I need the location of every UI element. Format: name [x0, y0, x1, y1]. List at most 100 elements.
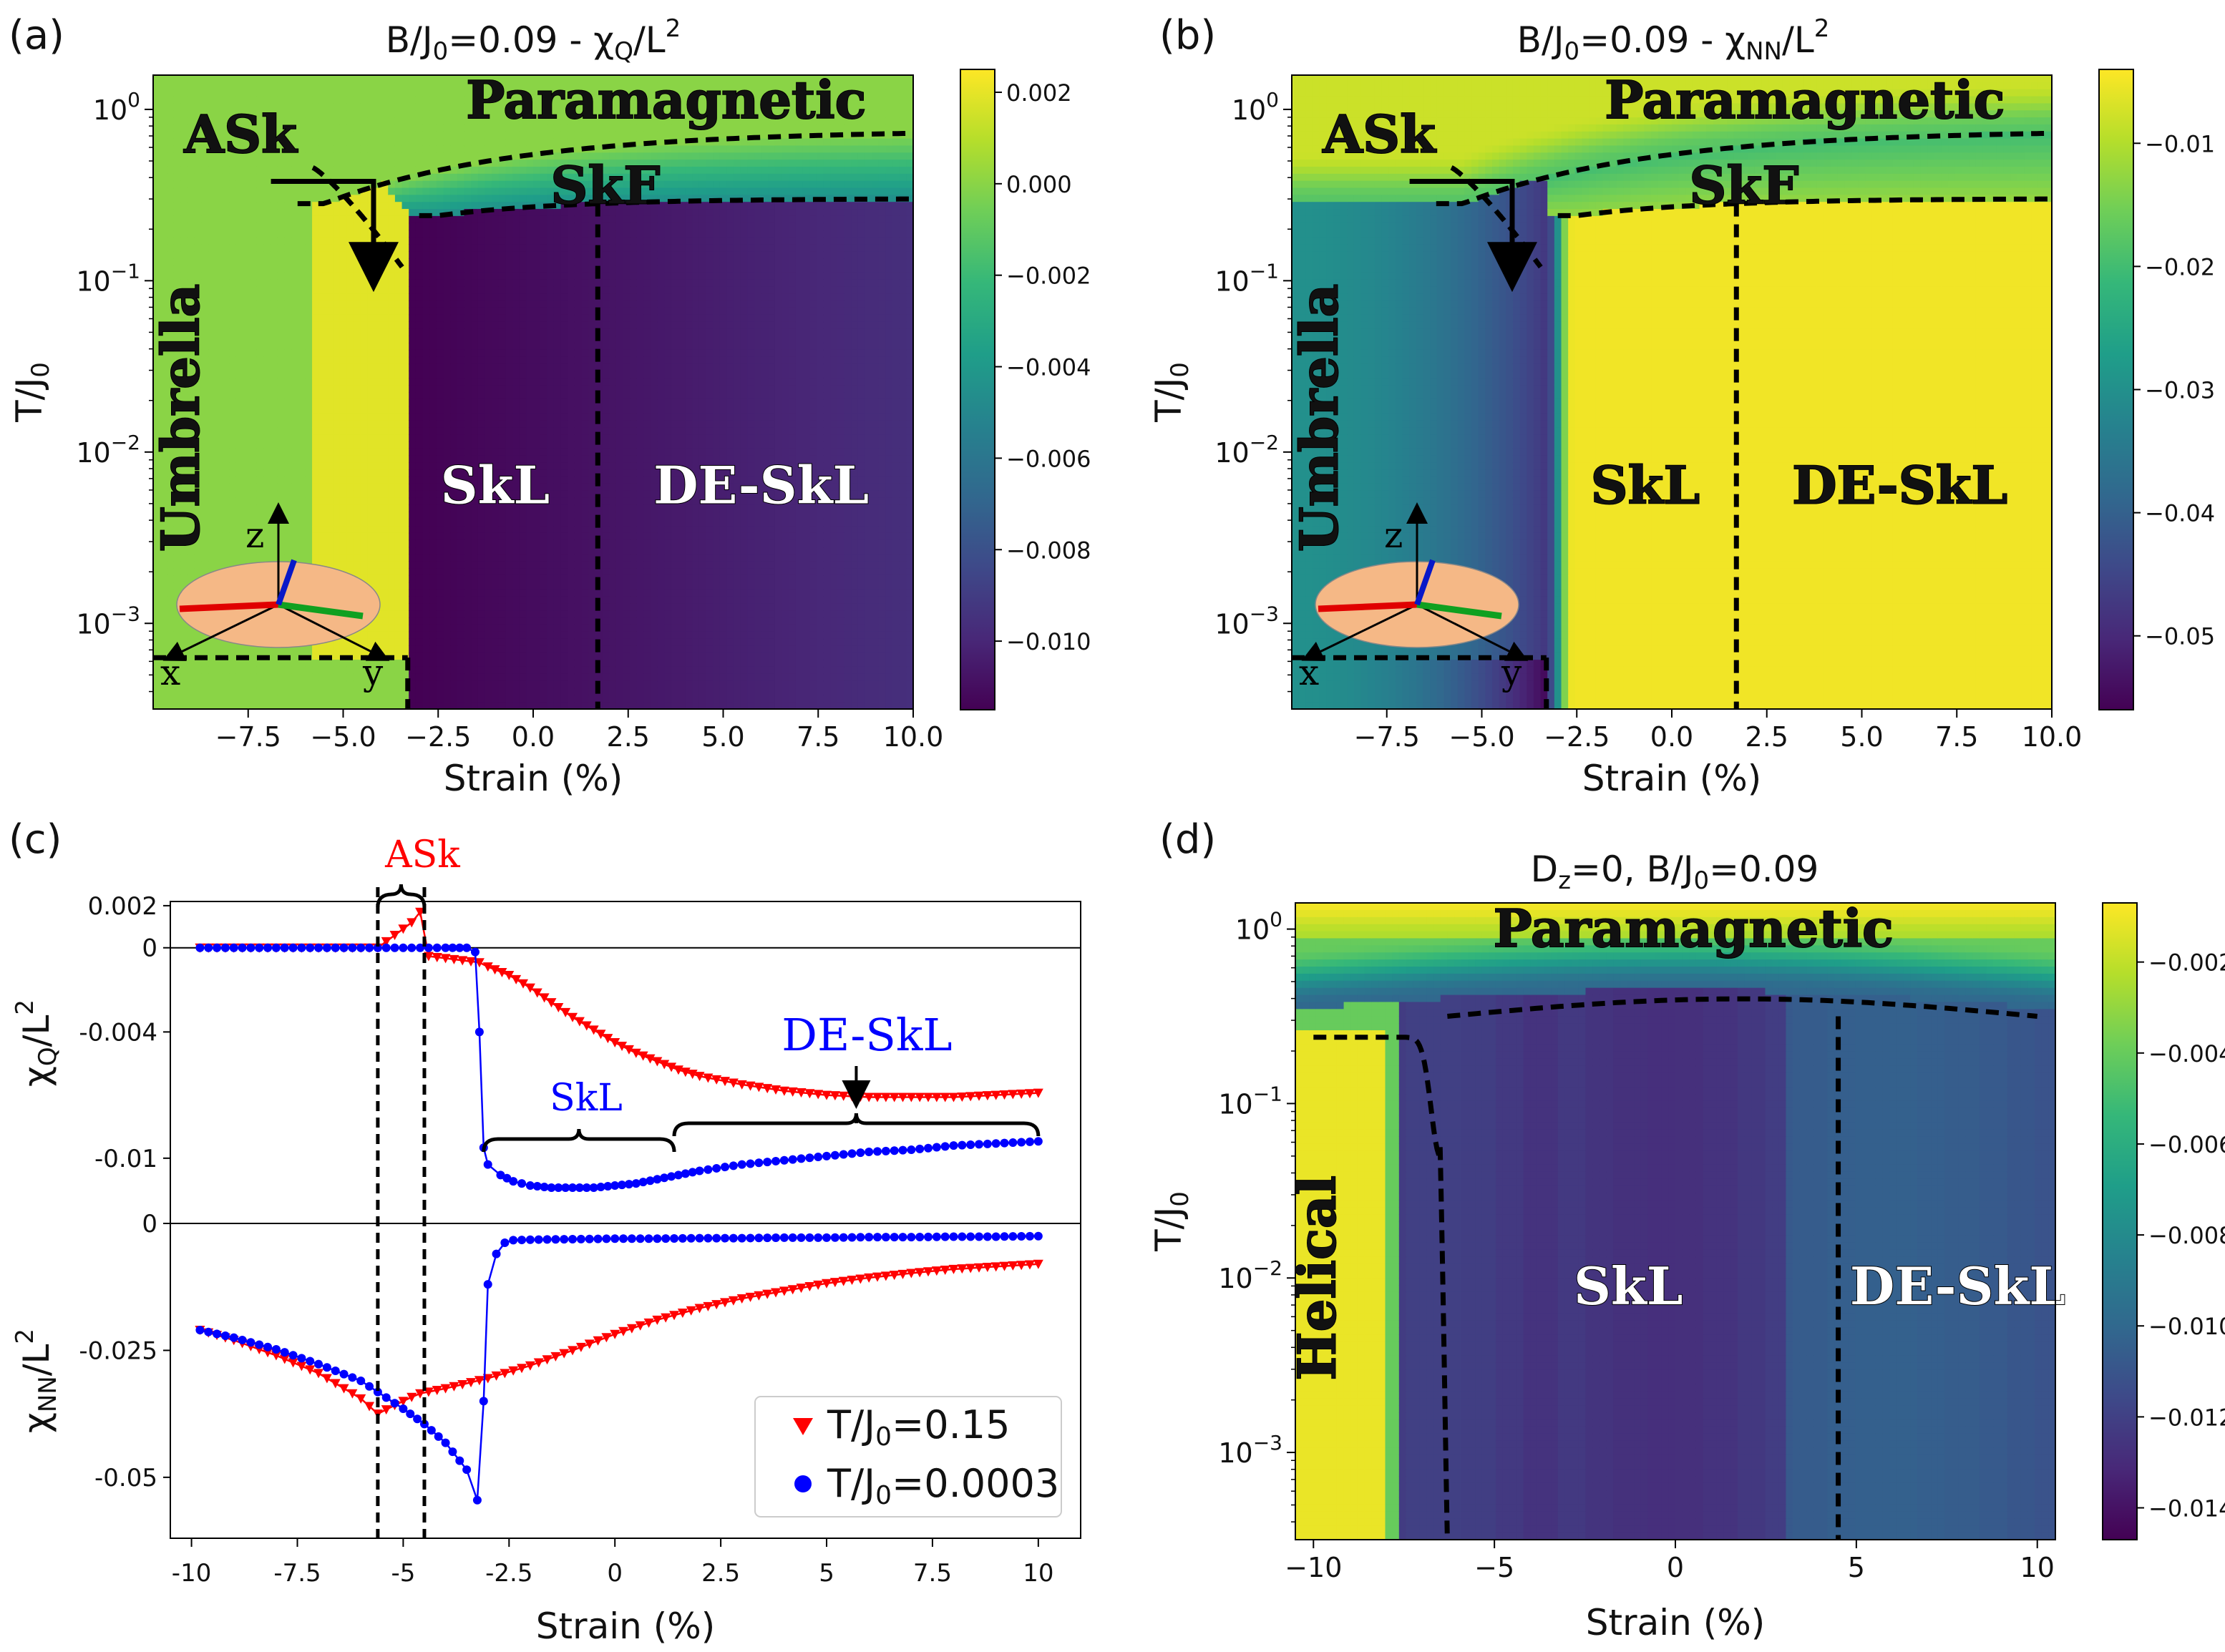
heat-cell [223, 519, 230, 526]
heat-cell [215, 491, 223, 498]
heat-cell [215, 469, 223, 476]
heat-cell [188, 660, 195, 667]
heat-cell [257, 498, 264, 505]
heat-cell [278, 97, 285, 104]
heat-cell [181, 681, 188, 688]
heat-cell [263, 547, 271, 554]
heat-cell [223, 336, 230, 343]
heat-cell [271, 414, 278, 421]
heat-cell [250, 258, 257, 265]
heat-cell [271, 519, 278, 526]
heat-cell [215, 660, 223, 667]
heat-cell [188, 181, 195, 188]
heat-cell [167, 174, 174, 181]
heat-cell [215, 505, 223, 512]
heat-cell [208, 674, 215, 681]
heat-cell [229, 188, 236, 195]
heat-cell [160, 103, 167, 110]
heat-cell [195, 645, 202, 653]
heat-cell [243, 462, 250, 469]
heat-cell [250, 688, 257, 695]
heat-cell [263, 695, 271, 702]
heat-cell [188, 188, 195, 195]
heat-cell [174, 230, 181, 238]
heat-cell [167, 89, 174, 97]
heat-cell [229, 350, 236, 357]
heat-cell [215, 385, 223, 392]
heat-cell [202, 167, 209, 174]
heat-cell [167, 695, 174, 702]
heat-cell [236, 392, 243, 399]
heat-cell [257, 343, 264, 350]
heat-cell [223, 364, 230, 371]
heat-cell [215, 174, 223, 181]
heat-cell [257, 230, 264, 238]
heat-cell [278, 209, 285, 216]
heat-cell [174, 632, 181, 639]
heat-cell [263, 273, 271, 280]
heat-cell [263, 328, 271, 336]
heat-cell [250, 273, 257, 280]
heat-cell [223, 456, 230, 463]
heat-cell [202, 681, 209, 688]
heat-cell [153, 152, 160, 160]
heat-cell [278, 82, 285, 89]
heat-cell [215, 258, 223, 265]
heat-cell [181, 258, 188, 265]
heat-cell [167, 139, 174, 146]
heat-cell [243, 223, 250, 230]
heat-cell [250, 279, 257, 286]
heat-cell [153, 596, 160, 603]
heat-cell [215, 273, 223, 280]
heat-cell [236, 89, 243, 97]
heat-cell [188, 251, 195, 258]
heat-cell [278, 195, 285, 202]
heat-cell [215, 230, 223, 238]
heat-cell [243, 469, 250, 476]
heat-cell [271, 660, 278, 667]
heat-cell [271, 258, 278, 265]
heat-cell [257, 462, 264, 469]
heat-cell [174, 625, 181, 632]
heat-cell [160, 575, 167, 582]
heat-cell [208, 202, 215, 209]
heat-cell [160, 251, 167, 258]
heat-cell [202, 237, 209, 244]
heat-cell [257, 286, 264, 293]
heat-cell [250, 462, 257, 469]
heat-cell [208, 174, 215, 181]
heat-cell [174, 139, 181, 146]
heat-cell [215, 322, 223, 329]
heat-cell [271, 195, 278, 202]
heat-cell [278, 258, 285, 265]
heat-cell [271, 688, 278, 695]
heat-cell [174, 188, 181, 195]
heat-cell [229, 484, 236, 491]
heat-cell [257, 660, 264, 667]
heat-cell [195, 209, 202, 216]
heat-cell [257, 174, 264, 181]
heat-cell [257, 223, 264, 230]
heat-cell [215, 547, 223, 554]
heat-cell [208, 75, 215, 82]
heat-cell [263, 357, 271, 364]
heat-cell [167, 216, 174, 223]
heat-cell [271, 434, 278, 441]
heat-cell [229, 674, 236, 681]
heat-cell [181, 174, 188, 181]
heat-cell [215, 688, 223, 695]
heat-cell [257, 75, 264, 82]
heat-cell [202, 251, 209, 258]
heat-cell [153, 139, 160, 146]
heat-cell [223, 645, 230, 653]
heat-cell [195, 195, 202, 202]
heat-cell [215, 392, 223, 399]
heat-cell [271, 371, 278, 378]
heat-cell [236, 484, 243, 491]
heat-cell [195, 695, 202, 702]
heat-cell [153, 681, 160, 688]
heat-cell [278, 188, 285, 195]
heat-cell [160, 139, 167, 146]
heat-cell [167, 244, 174, 251]
heat-cell [263, 512, 271, 519]
